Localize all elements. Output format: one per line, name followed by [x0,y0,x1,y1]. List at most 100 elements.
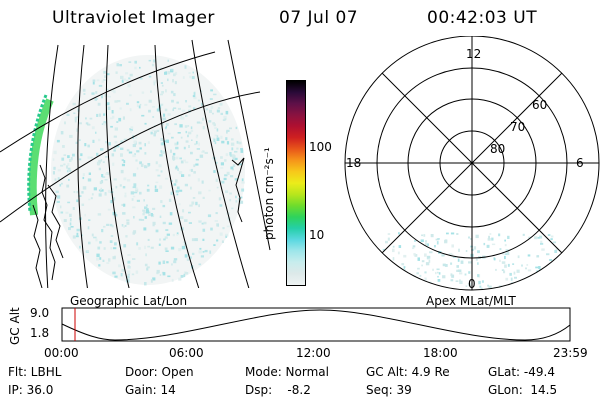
polar-speckle [390,272,393,275]
speckle [136,101,140,104]
speckle [86,250,89,252]
speckle [231,154,235,158]
speckle [133,140,137,144]
speckle [161,91,164,94]
speckle [225,110,229,115]
polar-speckle [442,263,446,267]
speckle [148,59,152,62]
speckle [123,138,127,141]
speckle [123,160,126,163]
speckle [160,142,164,146]
lat-label-80: 80 [490,142,505,156]
speckle [120,147,124,150]
speckle [123,226,125,228]
polar-speckle [451,253,454,257]
speckle [168,222,173,225]
polar-speckle [539,290,542,293]
speckle [155,229,159,233]
speckle [69,134,73,138]
speckle [156,108,160,112]
speckle [172,159,175,161]
speckle [172,156,176,160]
speckle [141,91,145,94]
speckle [90,156,93,159]
speckle [179,157,182,160]
polar-speckle [506,252,510,256]
polar-speckle [477,262,479,265]
door-info: Door: Open [125,365,194,379]
polar-speckle [450,262,453,265]
speckle [166,139,169,143]
speckle [190,126,193,130]
polar-speckle [504,255,506,260]
speckle [138,247,141,250]
speckle [102,79,106,81]
speckle [113,149,116,152]
speckle [229,152,232,156]
speckle [139,103,142,106]
speckle [98,193,102,197]
altitude-ytick-high: 9.0 [30,306,50,320]
speckle [100,180,104,184]
polar-speckle [499,259,501,262]
polar-speckle [425,262,430,266]
speckle [105,141,108,144]
speckle [129,130,132,134]
speckle [234,178,239,181]
polar-speckle [464,273,467,276]
speckle [102,259,105,262]
polar-speckle [516,269,520,273]
speckle [122,212,126,215]
speckle [231,207,234,210]
speckle [57,177,60,180]
speckle [170,90,174,94]
speckle [125,79,129,82]
speckle [193,92,196,96]
polar-speckle [460,260,464,264]
speckle [216,186,219,189]
speckle [59,184,62,187]
speckle [225,137,228,141]
speckle [195,201,198,206]
speckle [60,211,64,214]
speckle [159,103,164,106]
speckle [113,90,116,94]
speckle [123,203,126,207]
speckle [163,113,166,117]
speckle [132,206,136,209]
speckle [151,63,155,67]
speckle [99,257,102,260]
speckle [106,73,110,76]
speckle [89,117,93,120]
speckle [229,154,233,157]
speckle [102,161,105,163]
speckle [62,145,65,148]
speckle [171,99,174,103]
speckle [217,107,221,109]
speckle [167,59,169,62]
speckle [125,72,129,75]
speckle [70,226,74,228]
speckle [79,158,82,161]
speckle [189,75,192,79]
speckle [159,185,163,189]
speckle [108,258,111,262]
speckle [134,60,137,64]
speckle [192,197,196,199]
speckle [150,90,152,93]
speckle [241,178,244,182]
polar-speckle [421,234,424,237]
polar-speckle [380,269,383,272]
speckle [218,197,222,201]
polar-speckle [534,236,538,240]
speckle [213,123,216,127]
speckle [116,121,119,123]
speckle [119,64,122,67]
speckle [136,199,140,202]
speckle [197,99,200,102]
polar-speckle [391,286,394,290]
speckle [67,167,71,170]
speckle [94,98,97,101]
speckle [153,82,156,86]
polar-speckle [436,268,440,271]
